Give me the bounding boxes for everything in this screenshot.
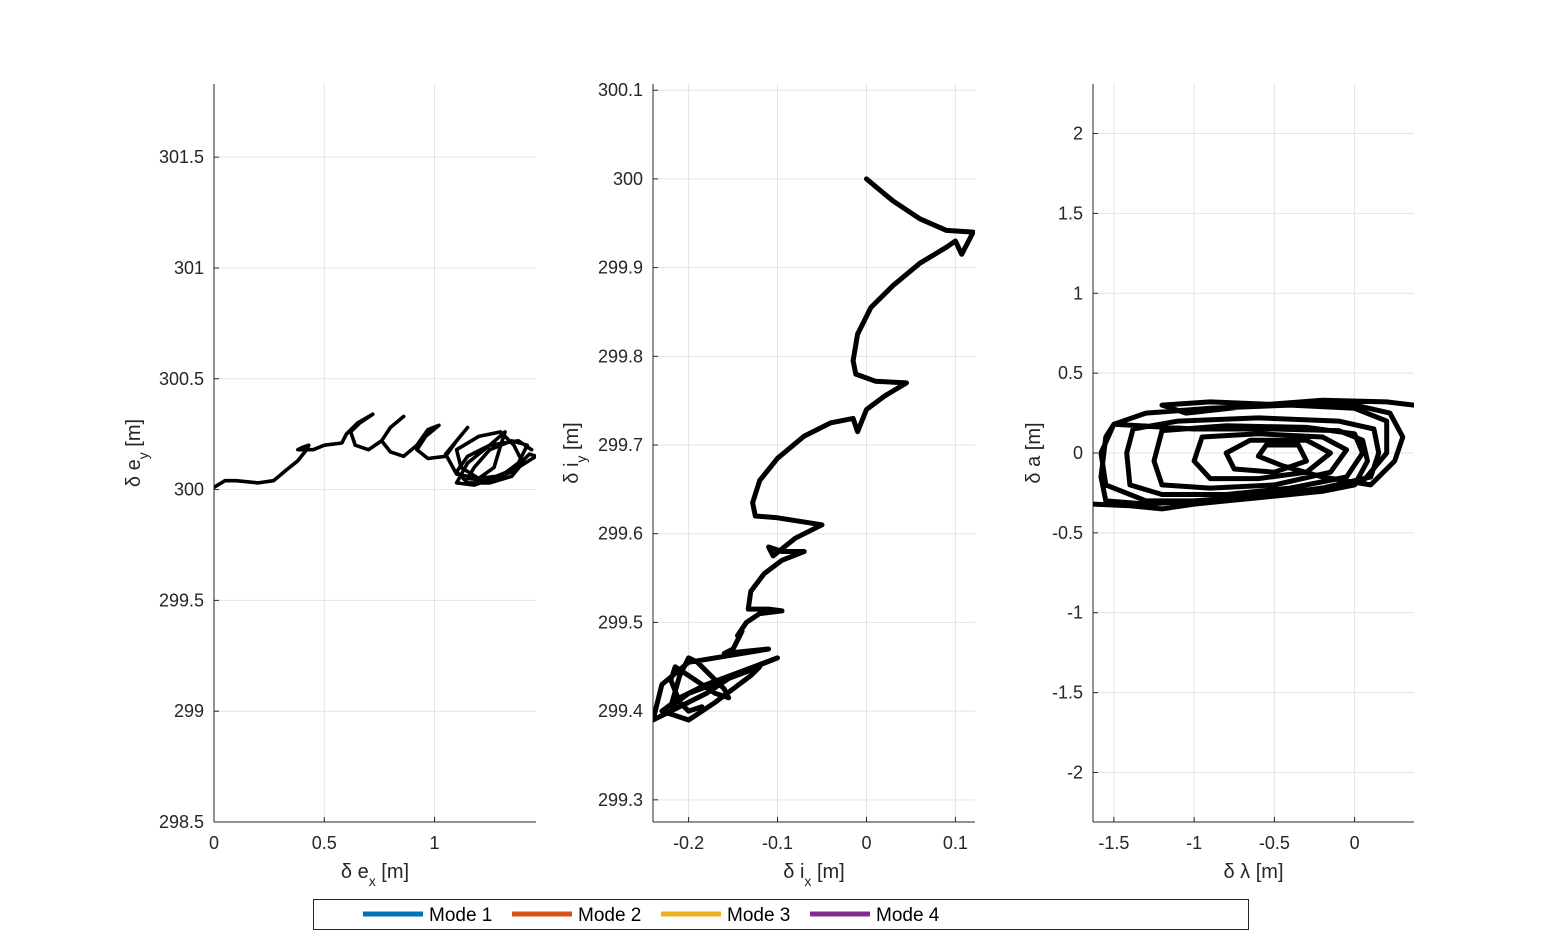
x-tick-label-0: 0 [209,833,219,853]
y-tick-label-6: 1 [1073,283,1083,303]
y-tick-label-4: 0 [1073,443,1083,463]
y-tick-label-8: 300.1 [598,80,643,100]
y-axis-label-subscript: y [135,452,151,459]
y-tick-label-3: -0.5 [1052,523,1083,543]
x-tick-label-3: 0.1 [943,833,968,853]
x-tick-label-0: -1.5 [1098,833,1129,853]
y-tick-label-0: -2 [1067,762,1083,782]
y-tick-label-1: 299 [174,701,204,721]
y-tick-label-5: 301 [174,258,204,278]
y-axis-label-main: δ a [1023,455,1045,484]
y-tick-label-7: 300 [613,169,643,189]
y-tick-label-6: 299.9 [598,258,643,278]
x-axis-label-unit: [m] [1250,861,1283,883]
trajectory-line-0 [1093,397,1414,512]
x-tick-label-3: 0 [1350,833,1360,853]
x-axis-label-subscript: x [804,873,811,889]
trajectory-line-0 [214,412,536,490]
x-axis-label-main: δ λ [1223,861,1250,883]
x-axis-label-subscript: x [369,873,376,889]
y-axis-label: δ a [m] [1023,422,1045,483]
trajectory-line-0 [653,176,975,723]
x-axis-label: δ ex [m] [341,861,409,889]
y-tick-label-0: 298.5 [159,812,204,832]
y-tick-label-2: 299.5 [159,590,204,610]
legend-box [313,899,1249,930]
x-tick-label-1: -1 [1186,833,1202,853]
grid [1093,84,1414,822]
y-axis-label-unit: [m] [1023,422,1045,455]
x-tick-label-1: 0.5 [312,833,337,853]
x-axis-label-main: δ e [341,861,369,883]
y-tick-label-3: 300 [174,480,204,500]
x-tick-label-2: -0.5 [1259,833,1290,853]
x-tick-label-1: -0.1 [762,833,793,853]
y-axis-label: δ iy [m] [561,422,589,483]
y-tick-label-4: 300.5 [159,369,204,389]
y-tick-label-2: 299.5 [598,612,643,632]
y-tick-label-1: -1.5 [1052,683,1083,703]
y-axis-label-main: δ e [123,459,145,487]
grid [653,84,975,822]
y-axis-label-unit: [m] [561,422,583,455]
y-tick-label-6: 301.5 [159,147,204,167]
subplot-lambda-a: -1.5 -1 -0.5 0-2-1.5-1-0.500.511.52δ λ [m]δ… [1023,84,1414,883]
x-axis-label: δ ix [m] [783,861,844,889]
y-tick-label-1: 299.4 [598,701,643,721]
y-tick-label-4: 299.7 [598,435,643,455]
legend-label-1: Mode 1 [429,905,492,926]
y-axis-label-main: δ i [561,463,583,484]
y-axis-label: δ ey [m] [123,419,151,487]
x-tick-label-2: 1 [430,833,440,853]
legend-label-3: Mode 3 [727,905,790,926]
y-tick-label-2: -1 [1067,603,1083,623]
y-tick-label-8: 2 [1073,124,1083,144]
legend-label-2: Mode 2 [578,905,641,926]
x-axis-label-main: δ i [783,861,804,883]
y-tick-label-5: 0.5 [1058,363,1083,383]
x-axis-label-unit: [m] [376,861,409,883]
y-tick-label-5: 299.8 [598,346,643,366]
y-tick-label-0: 299.3 [598,790,643,810]
subplot-inclination: -0.2 -0.1 0 0.1 299.3 299.4 299.5 299.6 299.7 299… [561,80,975,889]
x-axis-label-unit: [m] [811,861,844,883]
y-axis-label-subscript: y [573,456,589,463]
x-tick-label-0: -0.2 [673,833,704,853]
y-tick-label-7: 1.5 [1058,203,1083,223]
x-tick-label-2: 0 [861,833,871,853]
y-axis-label-unit: [m] [123,419,145,452]
y-tick-label-3: 299.6 [598,524,643,544]
x-axis-label: δ λ [m] [1223,861,1283,883]
legend: Mode 1 Mode 2 Mode 3 Mode 4 [313,899,1249,930]
legend-label-4: Mode 4 [876,905,940,926]
